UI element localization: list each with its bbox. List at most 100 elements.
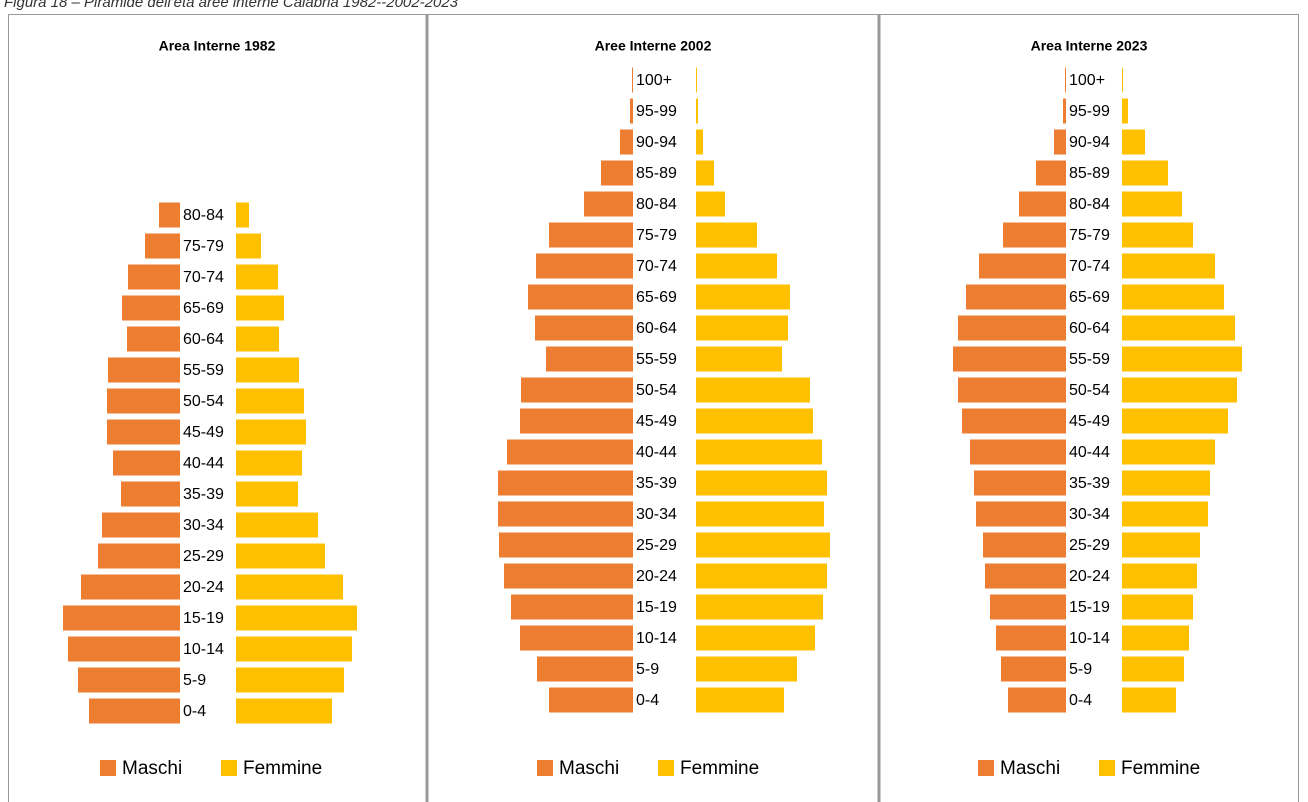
category-label: 40-44	[636, 444, 677, 461]
label-box	[633, 160, 696, 186]
bar	[1019, 191, 1066, 217]
category-label: 25-29	[636, 537, 677, 554]
bar	[236, 450, 302, 476]
category-label: 55-59	[636, 351, 677, 368]
label-box	[180, 326, 236, 352]
bar	[511, 594, 633, 620]
bar	[696, 160, 714, 186]
category-label: 30-34	[1069, 506, 1110, 523]
bar	[696, 501, 824, 527]
label-box	[180, 512, 236, 538]
legend-swatch	[978, 760, 994, 776]
category-label: 70-74	[636, 258, 677, 275]
category-label: 100+	[1069, 72, 1105, 89]
category-label: 65-69	[636, 289, 677, 306]
bar	[1122, 191, 1182, 217]
category-label: 0-4	[1069, 692, 1092, 709]
category-label: 35-39	[183, 486, 224, 503]
bar	[962, 408, 1066, 434]
label-box	[180, 574, 236, 600]
label-box	[633, 563, 696, 589]
bar	[236, 357, 299, 383]
label-box	[633, 594, 696, 620]
bar	[696, 129, 703, 155]
label-box	[633, 470, 696, 496]
category-label: 5-9	[183, 672, 206, 689]
bar	[1008, 687, 1066, 713]
bar	[89, 698, 180, 724]
category-label: 5-9	[1069, 661, 1092, 678]
label-box	[180, 357, 236, 383]
bar	[696, 439, 822, 465]
bar	[601, 160, 633, 186]
category-label: 40-44	[183, 455, 224, 472]
label-box	[1066, 98, 1122, 124]
bar	[536, 253, 633, 279]
bar	[236, 388, 304, 414]
category-label: 90-94	[636, 134, 677, 151]
label-box	[180, 450, 236, 476]
legend-swatch	[221, 760, 237, 776]
category-label: 30-34	[636, 506, 677, 523]
category-label: 80-84	[636, 196, 677, 213]
bar	[546, 346, 633, 372]
bar	[236, 481, 298, 507]
label-box	[633, 98, 696, 124]
bar	[236, 233, 261, 259]
legend-label: Femmine	[243, 758, 322, 779]
bar	[1063, 98, 1066, 124]
bar	[1122, 501, 1208, 527]
label-box	[1066, 129, 1122, 155]
category-label: 0-4	[183, 703, 206, 720]
bar	[1122, 594, 1193, 620]
label-box	[180, 667, 236, 693]
label-box	[1066, 594, 1122, 620]
label-box	[1066, 346, 1122, 372]
bar	[696, 532, 830, 558]
bar	[1054, 129, 1066, 155]
bar	[696, 408, 813, 434]
category-label: 70-74	[183, 269, 224, 286]
bar	[537, 656, 633, 682]
legend-swatch	[100, 760, 116, 776]
bar	[1122, 625, 1189, 651]
bar	[1122, 67, 1123, 93]
chart-title: Area Interne 1982	[159, 38, 276, 54]
label-box	[1066, 563, 1122, 589]
bar	[996, 625, 1066, 651]
bar	[236, 295, 284, 321]
bar	[498, 501, 633, 527]
label-box	[1066, 160, 1122, 186]
bar	[107, 388, 180, 414]
bar	[78, 667, 180, 693]
bar	[128, 264, 180, 290]
label-box	[633, 346, 696, 372]
bar	[499, 532, 633, 558]
chart-title: Area Interne 2023	[1031, 38, 1148, 54]
label-box	[180, 481, 236, 507]
category-label: 60-64	[1069, 320, 1110, 337]
category-label: 75-79	[1069, 227, 1110, 244]
bar	[966, 284, 1066, 310]
category-label: 30-34	[183, 517, 224, 534]
bar	[1122, 129, 1145, 155]
category-label: 50-54	[183, 393, 224, 410]
label-box	[1066, 470, 1122, 496]
label-box	[1066, 315, 1122, 341]
bar	[1003, 222, 1066, 248]
bar	[1122, 563, 1197, 589]
category-label: 25-29	[183, 548, 224, 565]
bar	[1122, 98, 1128, 124]
bar	[520, 408, 633, 434]
bar	[1122, 687, 1176, 713]
category-label: 60-64	[636, 320, 677, 337]
bar	[145, 233, 180, 259]
bar	[127, 326, 180, 352]
label-box	[1066, 67, 1122, 93]
bar	[970, 439, 1066, 465]
category-label: 0-4	[636, 692, 659, 709]
label-box	[180, 388, 236, 414]
bar	[696, 687, 784, 713]
bar	[1036, 160, 1066, 186]
label-box	[180, 419, 236, 445]
